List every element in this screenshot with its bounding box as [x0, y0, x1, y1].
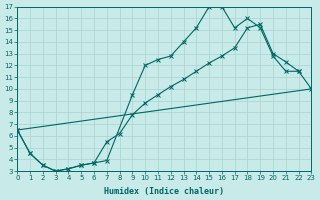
X-axis label: Humidex (Indice chaleur): Humidex (Indice chaleur)	[104, 187, 224, 196]
